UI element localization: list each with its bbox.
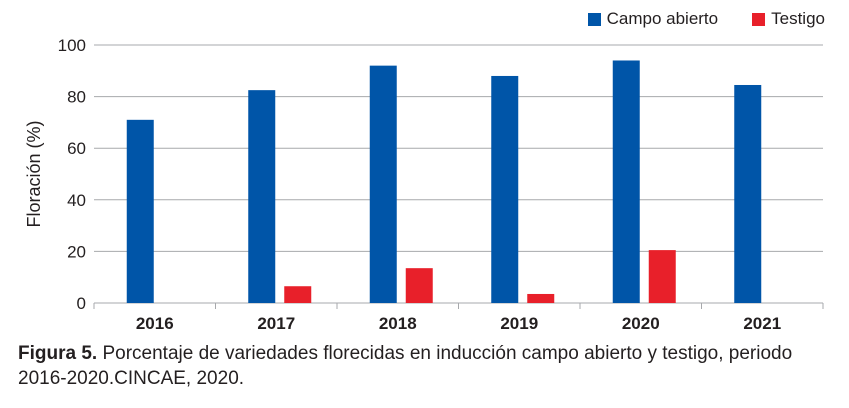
- caption-text: Porcentaje de variedades florecidas en i…: [18, 343, 793, 389]
- y-tick-label-80: 80: [67, 88, 86, 107]
- y-tick-label-40: 40: [67, 191, 86, 210]
- bar-chart: 0 20 40 60 80 100 Floración (%) 2016 2017 2018 201…: [24, 36, 824, 333]
- bar-campo-abierto-2021: [734, 84, 762, 304]
- bar-testigo-2018: [405, 268, 433, 303]
- x-tick-label-2020: 2020: [622, 314, 660, 333]
- x-tick-label-2017: 2017: [257, 314, 295, 333]
- bar-testigo-2017: [284, 286, 312, 303]
- x-tick-label-2018: 2018: [379, 314, 417, 333]
- caption-label: Figura 5.: [18, 343, 98, 364]
- chart-legend: Campo abierto Testigo: [587, 9, 825, 29]
- legend-swatch-campo-abierto: [587, 12, 601, 26]
- legend-label-testigo: Testigo: [771, 9, 825, 28]
- legend-label-campo-abierto: Campo abierto: [606, 9, 719, 28]
- legend-swatch-testigo: [752, 12, 766, 26]
- y-tick-label-100: 100: [58, 36, 86, 55]
- bar-campo-abierto-2016: [126, 119, 154, 303]
- y-tick-label-20: 20: [67, 242, 86, 261]
- y-axis-title: Floración (%): [24, 120, 44, 227]
- x-tick-label-2019: 2019: [500, 314, 538, 333]
- bar-testigo-2020: [648, 250, 676, 303]
- legend-item-campo-abierto: Campo abierto: [587, 9, 719, 29]
- figure-caption: Figura 5. Porcentaje de variedades flore…: [18, 341, 838, 391]
- bar-campo-abierto-2019: [491, 75, 519, 304]
- bar-campo-abierto-2020: [612, 60, 640, 304]
- bar-campo-abierto-2017: [248, 90, 276, 304]
- y-tick-label-60: 60: [67, 139, 86, 158]
- bar-campo-abierto-2018: [369, 65, 397, 303]
- x-tick-label-2016: 2016: [136, 314, 174, 333]
- y-tick-label-0: 0: [77, 294, 86, 313]
- bar-testigo-2019: [527, 293, 555, 303]
- legend-item-testigo: Testigo: [752, 9, 825, 29]
- x-tick-label-2021: 2021: [743, 314, 781, 333]
